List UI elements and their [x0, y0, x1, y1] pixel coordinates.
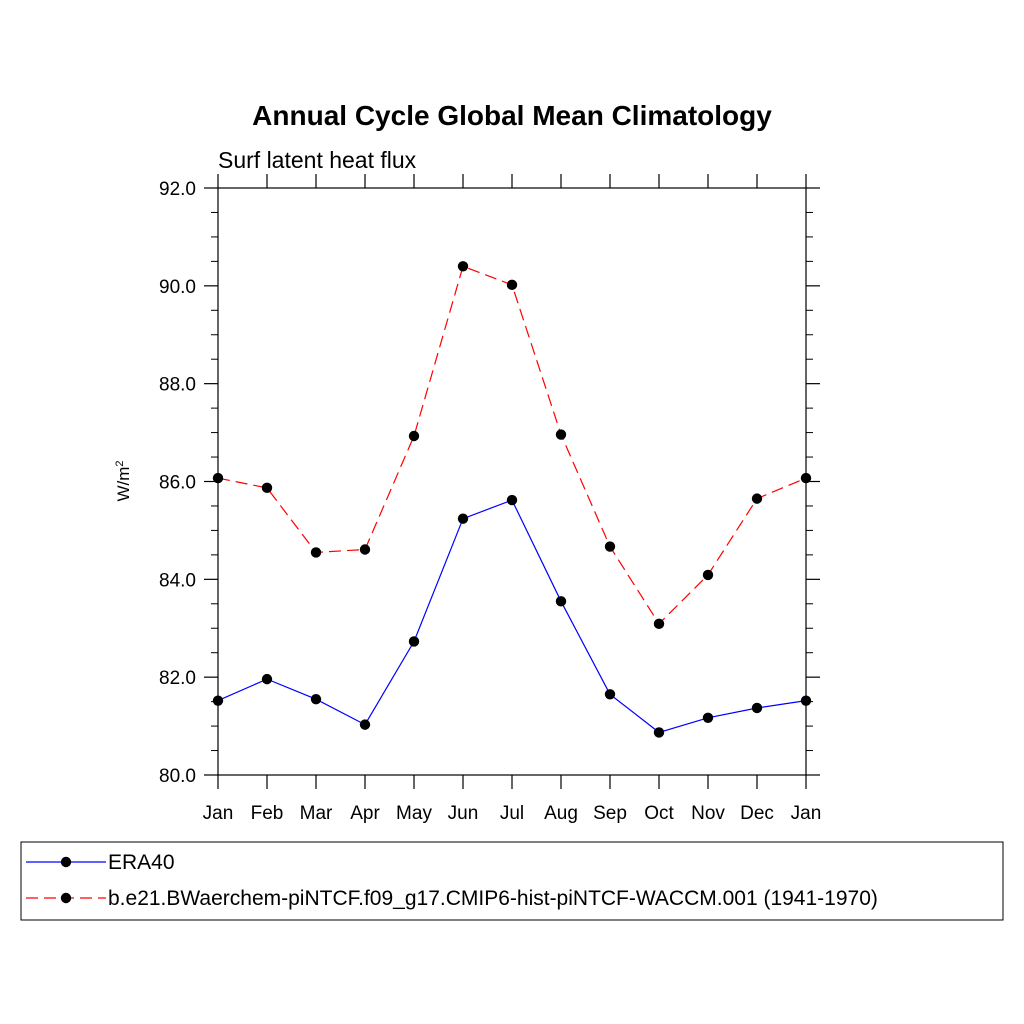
series-0-point-5	[457, 513, 469, 524]
legend-marker-0	[60, 856, 72, 868]
series-0-point-1	[261, 673, 273, 685]
series-1-point-2	[310, 547, 322, 558]
y-tick-label-6: 92.0	[159, 179, 196, 200]
y-axis-label-unit: W/m	[114, 467, 133, 502]
series-1-point-10	[702, 569, 714, 581]
series-1-point-5	[457, 261, 469, 272]
x-tick-label-6: Jul	[500, 803, 524, 824]
series-1-point-0	[212, 472, 224, 484]
series-0-point-7	[555, 596, 567, 607]
series-0-point-4	[408, 636, 420, 647]
legend-label-1: b.e21.BWaerchem-piNTCF.f09_g17.CMIP6-his…	[108, 887, 878, 910]
y-tick-label-0: 80.0	[159, 766, 196, 787]
y-tick-label-3: 86.0	[159, 473, 196, 494]
series-1-point-7	[555, 429, 567, 440]
y-tick-label-4: 88.0	[159, 375, 196, 396]
x-tick-label-3: Apr	[350, 803, 380, 824]
axis-ticks	[204, 174, 820, 789]
legend-label-0: ERA40	[108, 851, 175, 874]
x-tick-label-8: Sep	[593, 803, 627, 824]
series-0-point-8	[604, 689, 616, 700]
series-0-point-0	[212, 695, 224, 706]
series-0-point-3	[359, 719, 371, 730]
x-tick-label-10: Nov	[691, 803, 725, 824]
chart-subtitle: Surf latent heat flux	[218, 147, 417, 173]
y-tick-label-1: 82.0	[159, 668, 196, 689]
x-tick-label-2: Mar	[300, 803, 333, 824]
series-1-point-8	[604, 541, 616, 552]
series-1-point-11	[751, 493, 763, 504]
x-tick-label-9: Oct	[644, 803, 674, 824]
x-tick-labels: Jan Feb Mar Apr May Jun Jul Aug Sep Oct Nov Dec Jan	[203, 803, 822, 824]
legend: ERA40 b.e21.BWaerchem-piNTCF.f09_g17.CMIP…	[26, 851, 878, 910]
series-0-point-9	[653, 727, 665, 738]
series-0-point-2	[310, 693, 322, 705]
x-tick-label-4: May	[396, 803, 432, 824]
series-line-1	[217, 265, 807, 625]
legend-box	[20, 841, 1004, 921]
x-tick-label-7: Aug	[544, 803, 578, 824]
series-0-point-11	[751, 702, 763, 714]
y-tick-label-2: 84.0	[159, 570, 196, 591]
series-0-point-12	[800, 695, 812, 706]
series-1-point-4	[408, 430, 420, 442]
chart-title: Annual Cycle Global Mean Climatology	[252, 100, 772, 131]
y-tick-label-5: 90.0	[159, 277, 196, 298]
series-1-point-6	[506, 279, 518, 291]
series-1-point-12	[800, 472, 812, 484]
y-axis-label-exponent: 2	[114, 460, 126, 466]
x-tick-label-5: Jun	[448, 803, 479, 824]
series-1-point-3	[359, 544, 371, 555]
x-tick-label-1: Feb	[251, 803, 284, 824]
series-0-point-10	[702, 712, 714, 723]
series-layer	[212, 261, 812, 738]
x-tick-label-11: Dec	[740, 803, 774, 824]
x-tick-label-12: Jan	[791, 803, 822, 824]
series-line-0	[217, 499, 807, 734]
legend-marker-1	[60, 892, 72, 904]
series-1-point-9	[653, 618, 665, 630]
series-1-point-1	[261, 482, 273, 494]
series-0-point-6	[506, 494, 518, 506]
plot-frame	[217, 187, 807, 776]
x-tick-label-0: Jan	[203, 803, 234, 824]
y-axis-label: W/m2	[114, 460, 133, 501]
y-tick-labels: 80.0 82.0 84.0 86.0 88.0 90.0 92.0	[159, 179, 196, 787]
